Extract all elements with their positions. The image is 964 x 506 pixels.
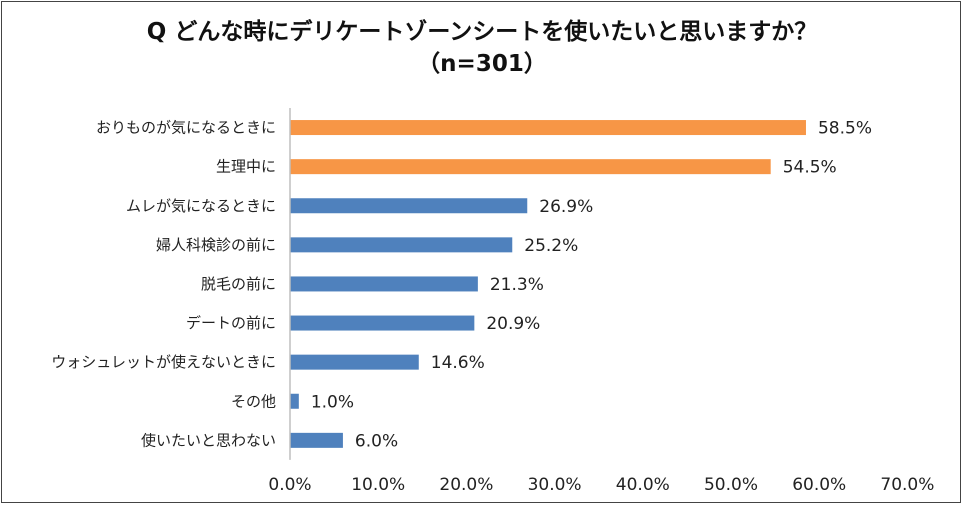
x-tick-0: 0.0% <box>268 475 311 495</box>
category-label-5: デートの前に <box>186 314 276 332</box>
x-tick-1: 10.0% <box>351 475 405 495</box>
chart-subtitle: （n=301） <box>417 51 547 77</box>
bar-2 <box>290 198 528 214</box>
bar-0 <box>290 120 806 136</box>
bar-6 <box>290 354 419 370</box>
value-label-3: 25.2% <box>524 236 578 256</box>
bar-5 <box>290 315 475 331</box>
value-labels: 58.5% 54.5% 26.9% 25.2% 21.3% 20.9%14.6% 1.0%6… <box>311 119 872 452</box>
value-label-5: 20.9% <box>486 314 540 334</box>
category-label-6: ウォシュレットが使えないときに <box>51 353 276 371</box>
x-tick-6: 60.0% <box>792 475 846 495</box>
x-tick-5: 50.0% <box>704 475 758 495</box>
value-label-0: 58.5% <box>818 119 872 139</box>
x-tick-3: 30.0% <box>528 475 582 495</box>
value-label-2: 26.9% <box>539 197 593 217</box>
x-tick-2: 20.0% <box>439 475 493 495</box>
bar-7 <box>290 393 299 409</box>
chart-title-main: Q どんな時にデリケートゾーンシートを使いたいと思いますか？ <box>146 19 818 45</box>
x-tick-4: 40.0% <box>616 475 670 495</box>
bar-group <box>290 120 806 448</box>
category-label-4: 脱毛の前に <box>201 275 276 293</box>
category-label-0: おりものが気になるときに <box>96 119 276 137</box>
category-labels: おりものが気になるときに生理中にムレが気になるときに婦人科検診の前に脱毛の前にデ… <box>51 119 276 450</box>
category-label-1: 生理中に <box>216 158 276 176</box>
value-label-1: 54.5% <box>783 158 837 178</box>
chart-title: Q どんな時にデリケートゾーンシートを使いたいと思いますか？ （n=301） <box>0 16 964 80</box>
value-label-7: 1.0% <box>311 392 354 412</box>
x-tick-labels: 0.0% 10.0% 20.0% 30.0% 40.0% 50.0% 60.0% 70.0% <box>268 475 934 495</box>
bar-3 <box>290 237 513 253</box>
category-label-2: ムレが気になるときに <box>126 197 276 215</box>
category-label-8: 使いたいと思わない <box>141 431 276 449</box>
x-tick-7: 70.0% <box>880 475 934 495</box>
value-label-6: 14.6% <box>431 353 485 373</box>
category-label-3: 婦人科検診の前に <box>156 236 276 254</box>
bar-8 <box>290 432 343 448</box>
bar-1 <box>290 159 771 175</box>
bar-4 <box>290 276 478 292</box>
value-label-8: 6.0% <box>355 431 398 451</box>
value-label-4: 21.3% <box>490 275 544 295</box>
category-label-7: その他 <box>231 392 276 410</box>
